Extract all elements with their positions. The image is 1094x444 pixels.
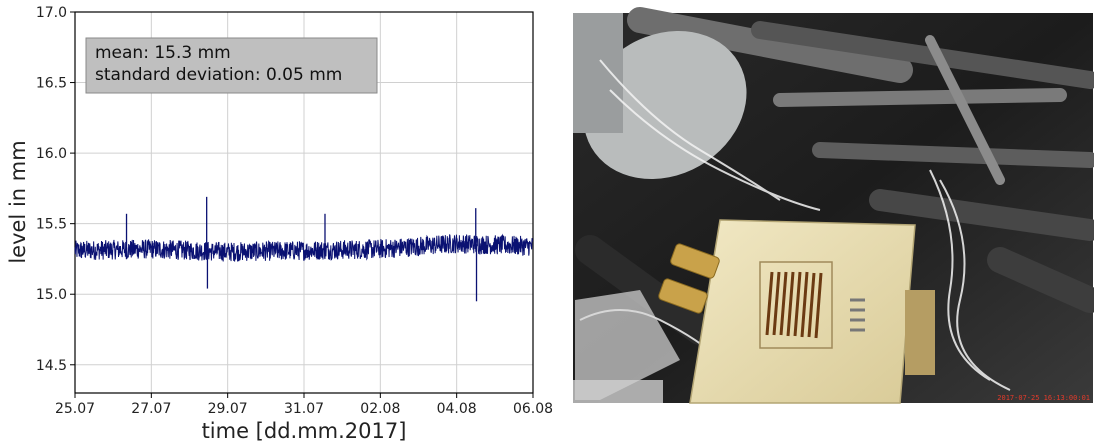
level-chart: 14.5 15.0 15.5 16.0 16.5 17.0 25.07 27.07 29.07…: [6, 5, 553, 443]
x-tick-label: 04.08: [437, 401, 477, 417]
y-axis-label: level in mm: [6, 140, 30, 263]
stats-box: [85, 37, 378, 94]
y-tick-label: 16.0: [36, 146, 67, 162]
std-label: standard deviation: 0.05 mm: [95, 65, 342, 85]
y-tick-labels: 14.5 15.0 15.5 16.0 16.5 17.0: [36, 5, 75, 374]
x-tick-label: 25.07: [55, 401, 95, 417]
x-axis-label: time [dd.mm.2017]: [202, 419, 407, 443]
photo-scene: [573, 7, 1094, 404]
y-tick-label: 17.0: [36, 5, 67, 21]
y-tick-label: 15.0: [36, 287, 67, 303]
photo-timestamp: 2017-07-25 16:13:00:01: [997, 394, 1090, 402]
series-line: [74, 233, 534, 262]
x-tick-label: 06.08: [513, 401, 553, 417]
y-tick-label: 15.5: [36, 217, 67, 233]
x-tick-label: 02.08: [360, 401, 400, 417]
x-tick-label: 31.07: [284, 401, 324, 417]
series-level: [74, 196, 534, 302]
y-tick-label: 14.5: [36, 358, 67, 374]
y-tick-label: 16.5: [36, 76, 67, 92]
x-tick-labels: 25.07 27.07 29.07 31.07 02.08 04.08 06.08: [55, 393, 553, 417]
x-tick-label: 29.07: [208, 401, 248, 417]
x-tick-label: 27.07: [131, 401, 171, 417]
mean-label: mean: 15.3 mm: [95, 43, 231, 63]
